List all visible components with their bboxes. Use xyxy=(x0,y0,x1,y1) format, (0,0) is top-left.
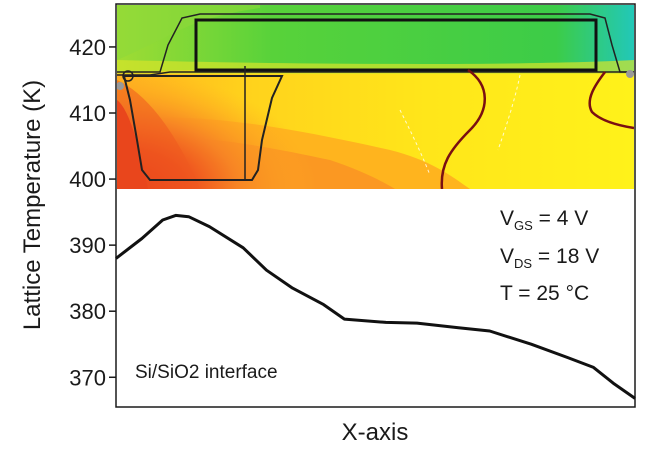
y-tick-label: 370 xyxy=(69,365,106,390)
annotation-vds: VDS = 18 V xyxy=(500,245,599,271)
y-axis-label: Lattice Temperature (K) xyxy=(19,80,46,330)
y-tick-label: 410 xyxy=(69,101,106,126)
temperature-map-inset xyxy=(117,5,634,189)
annotation-interface: Si/SiO2 interface xyxy=(135,362,278,383)
y-axis: 370 380 390 400 410 420 xyxy=(69,35,116,390)
y-tick-label: 400 xyxy=(69,167,106,192)
annotation-temperature: T = 25 °C xyxy=(500,282,589,305)
series-line-interface-temperature xyxy=(115,213,636,400)
y-tick-label: 390 xyxy=(69,233,106,258)
annotation-vgs: VGS = 4 V xyxy=(500,207,588,233)
y-tick-label: 380 xyxy=(69,299,106,324)
plot-frame xyxy=(115,3,636,408)
x-axis-label: X-axis xyxy=(342,419,409,446)
trench-outline xyxy=(122,75,284,181)
gate-outline xyxy=(194,18,598,72)
y-tick-label: 420 xyxy=(69,35,106,60)
